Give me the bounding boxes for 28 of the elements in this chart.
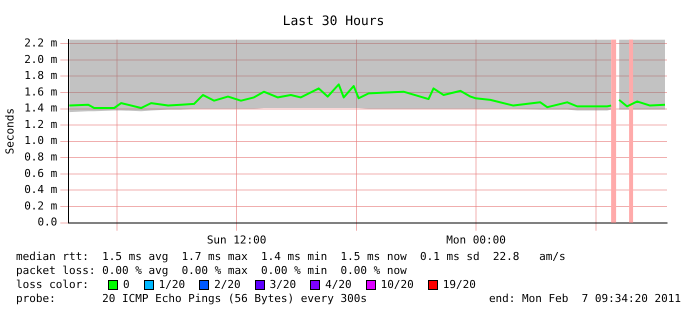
y-tick-label: 1.6 m [24, 85, 58, 98]
chart-title: Last 30 Hours [282, 14, 384, 30]
text: loss color: [16, 278, 90, 292]
y-tick-label: 2.0 m [24, 52, 58, 66]
y-tick-label: 0.0 [37, 216, 58, 229]
text: 10/20 [380, 278, 414, 292]
text: 19/20 [442, 278, 476, 292]
y-axis-title: Seconds [3, 108, 16, 154]
y-tick-label: 0.2 m [24, 199, 58, 212]
y-tick-label: 2.2 m [24, 36, 58, 50]
text: 0 [123, 278, 130, 292]
y-tick-label: 1.0 m [24, 134, 58, 148]
y-tick-label: 0.6 m [24, 166, 58, 180]
text: packet loss: 0.00 % avg 0.00 % max 0.00 % min 0.00 % now [16, 264, 408, 278]
y-tick-label: 1.2 m [24, 118, 58, 131]
y-tick-label: 1.4 m [24, 102, 58, 115]
y-tick-label: 0.4 m [24, 183, 58, 196]
text: 3/20 [270, 278, 296, 292]
x-tick-label: Mon 00:00 [446, 233, 506, 246]
x-tick-label: Sun 12:00 [206, 233, 266, 246]
text: 2/20 [214, 278, 241, 292]
text: 1/20 [158, 278, 186, 292]
text: end: Mon Feb 7 09:34:20 2011 [488, 292, 681, 306]
text: 4/20 [325, 278, 352, 292]
text: probe: 20 ICMP Echo Pings (56 Bytes) every 300s [16, 292, 367, 306]
y-tick-label: 0.8 m [24, 150, 58, 164]
y-tick-label: 1.8 m [24, 69, 58, 82]
text: median rtt: 1.5 ms avg 1.7 ms max 1.4 ms min 1.5 ms now 0.1 ms sd 22.8 am/s [16, 250, 567, 264]
